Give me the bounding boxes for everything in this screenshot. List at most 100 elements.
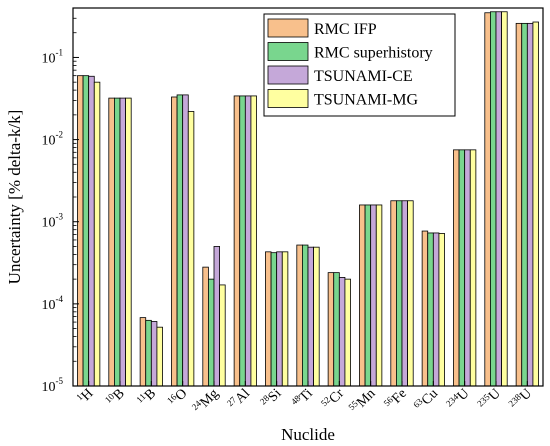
bar-u234-series-2 xyxy=(464,149,471,387)
legend-swatch xyxy=(267,42,309,61)
bar-b10-series-1 xyxy=(114,97,121,387)
y-tick-label: 10-2 xyxy=(42,130,64,149)
bar-mn55-series-0 xyxy=(359,204,366,387)
x-tick-label: 234U xyxy=(444,385,473,414)
legend-label: RMC superhistory xyxy=(314,45,433,62)
bar-si28-series-0 xyxy=(265,251,272,387)
bar-b11-series-3 xyxy=(156,326,163,387)
y-tick-label: 10-4 xyxy=(42,294,64,313)
bar-cu63-series-1 xyxy=(427,232,434,387)
y-tick-base: 10 xyxy=(42,51,56,66)
bar-cr52-series-0 xyxy=(327,272,335,387)
bar-b10-series-0 xyxy=(108,97,115,387)
x-axis-title: Nuclide xyxy=(281,425,335,444)
bar-mn55-series-1 xyxy=(364,204,372,387)
x-tick-label: 24Mg xyxy=(190,385,222,417)
y-tick-exponent: -5 xyxy=(56,376,64,386)
x-tick-label: 63Cu xyxy=(411,385,441,415)
bar-fe56-series-3 xyxy=(407,200,414,387)
x-tick-label: 10B xyxy=(103,385,128,410)
bars-layer xyxy=(77,11,539,387)
bar-cr52-series-1 xyxy=(333,272,340,387)
bar-si28-series-1 xyxy=(270,252,278,387)
y-tick-label: 10-1 xyxy=(42,47,64,66)
legend-label: RMC IFP xyxy=(314,21,377,38)
y-tick-base: 10 xyxy=(42,298,56,313)
bar-ti48-series-2 xyxy=(307,246,314,387)
bar-mg24-series-3 xyxy=(219,284,226,387)
bar-cu63-series-0 xyxy=(421,230,429,387)
legend-label: TSUNAMI-MG xyxy=(314,92,418,109)
bar-mn55-series-3 xyxy=(375,204,383,387)
bar-b10-series-3 xyxy=(125,97,132,387)
bar-u235-series-1 xyxy=(489,11,497,387)
bar-u234-series-0 xyxy=(453,149,460,387)
bar-u238-series-2 xyxy=(526,22,534,387)
bar-al27-series-0 xyxy=(233,95,241,387)
bar-si28-series-2 xyxy=(276,251,283,387)
bar-cu63-series-2 xyxy=(432,232,440,387)
legend-label: TSUNAMI-CE xyxy=(314,68,413,85)
mass-number: 1 xyxy=(74,392,84,402)
bar-fe56-series-2 xyxy=(401,200,408,387)
bar-mn55-series-2 xyxy=(370,204,377,387)
x-tick-label: 235U xyxy=(475,385,504,414)
bar-b11-series-1 xyxy=(145,319,152,387)
bar-u238-series-3 xyxy=(532,21,539,387)
legend-swatch xyxy=(267,65,309,85)
bar-o16-series-1 xyxy=(176,94,184,387)
bar-si28-series-3 xyxy=(281,251,289,387)
x-tick-label: 56Fe xyxy=(382,385,410,413)
x-tick-label: 48Ti xyxy=(289,385,316,412)
bar-mg24-series-2 xyxy=(213,246,220,387)
x-tick-label: 1H xyxy=(74,385,96,407)
bar-o16-series-0 xyxy=(171,96,178,387)
x-tick-label: 11B xyxy=(134,385,159,410)
bar-h1-series-2 xyxy=(88,75,95,387)
y-tick-exponent: -1 xyxy=(56,47,64,57)
bar-h1-series-0 xyxy=(77,75,84,387)
bar-al27-series-3 xyxy=(250,95,257,387)
legend: RMC IFP RMC superhistory TSUNAMI-CE TSUNAMI… xyxy=(263,13,456,117)
legend-swatch xyxy=(267,89,309,108)
legend-swatch xyxy=(267,18,309,38)
x-tick-label: 52Cr xyxy=(319,385,348,414)
y-tick-base: 10 xyxy=(42,134,56,149)
bar-mg24-series-0 xyxy=(202,266,209,387)
bar-cr52-series-3 xyxy=(344,278,351,387)
bar-b11-series-0 xyxy=(139,317,147,387)
x-tick-label: 55Mn xyxy=(346,385,378,417)
y-axis-title: Uncertainty [% delta-k/k] xyxy=(5,110,24,285)
bar-ti48-series-1 xyxy=(301,244,309,387)
bar-u238-series-0 xyxy=(515,22,523,387)
y-tick-exponent: -4 xyxy=(56,294,64,304)
bar-al27-series-2 xyxy=(244,95,252,387)
bar-u235-series-0 xyxy=(484,12,491,387)
bar-ti48-series-3 xyxy=(313,246,320,387)
y-tick-exponent: -3 xyxy=(56,212,64,222)
bar-h1-series-3 xyxy=(93,81,101,387)
y-tick-exponent: -2 xyxy=(56,130,64,140)
bar-al27-series-1 xyxy=(239,95,246,387)
bar-b11-series-2 xyxy=(150,321,158,387)
bar-u238-series-1 xyxy=(521,22,528,387)
bar-mg24-series-1 xyxy=(207,278,215,387)
bar-u234-series-1 xyxy=(458,149,466,387)
bar-b10-series-2 xyxy=(119,97,126,387)
bar-fe56-series-1 xyxy=(395,200,403,387)
bar-u235-series-2 xyxy=(495,11,502,387)
bar-ti48-series-0 xyxy=(296,244,303,387)
y-tick-base: 10 xyxy=(42,216,56,231)
y-tick-label: 10-5 xyxy=(42,376,64,395)
bar-o16-series-2 xyxy=(182,94,189,387)
x-tick-label: 238U xyxy=(506,385,535,414)
bar-o16-series-3 xyxy=(187,111,195,387)
bar-fe56-series-0 xyxy=(390,200,397,387)
bar-cr52-series-2 xyxy=(338,276,346,387)
y-tick-label: 10-3 xyxy=(42,212,64,231)
bar-cu63-series-3 xyxy=(438,233,445,387)
bar-u235-series-3 xyxy=(501,11,508,387)
y-tick-base: 10 xyxy=(42,380,56,395)
x-tick-label: 16O xyxy=(165,385,191,411)
